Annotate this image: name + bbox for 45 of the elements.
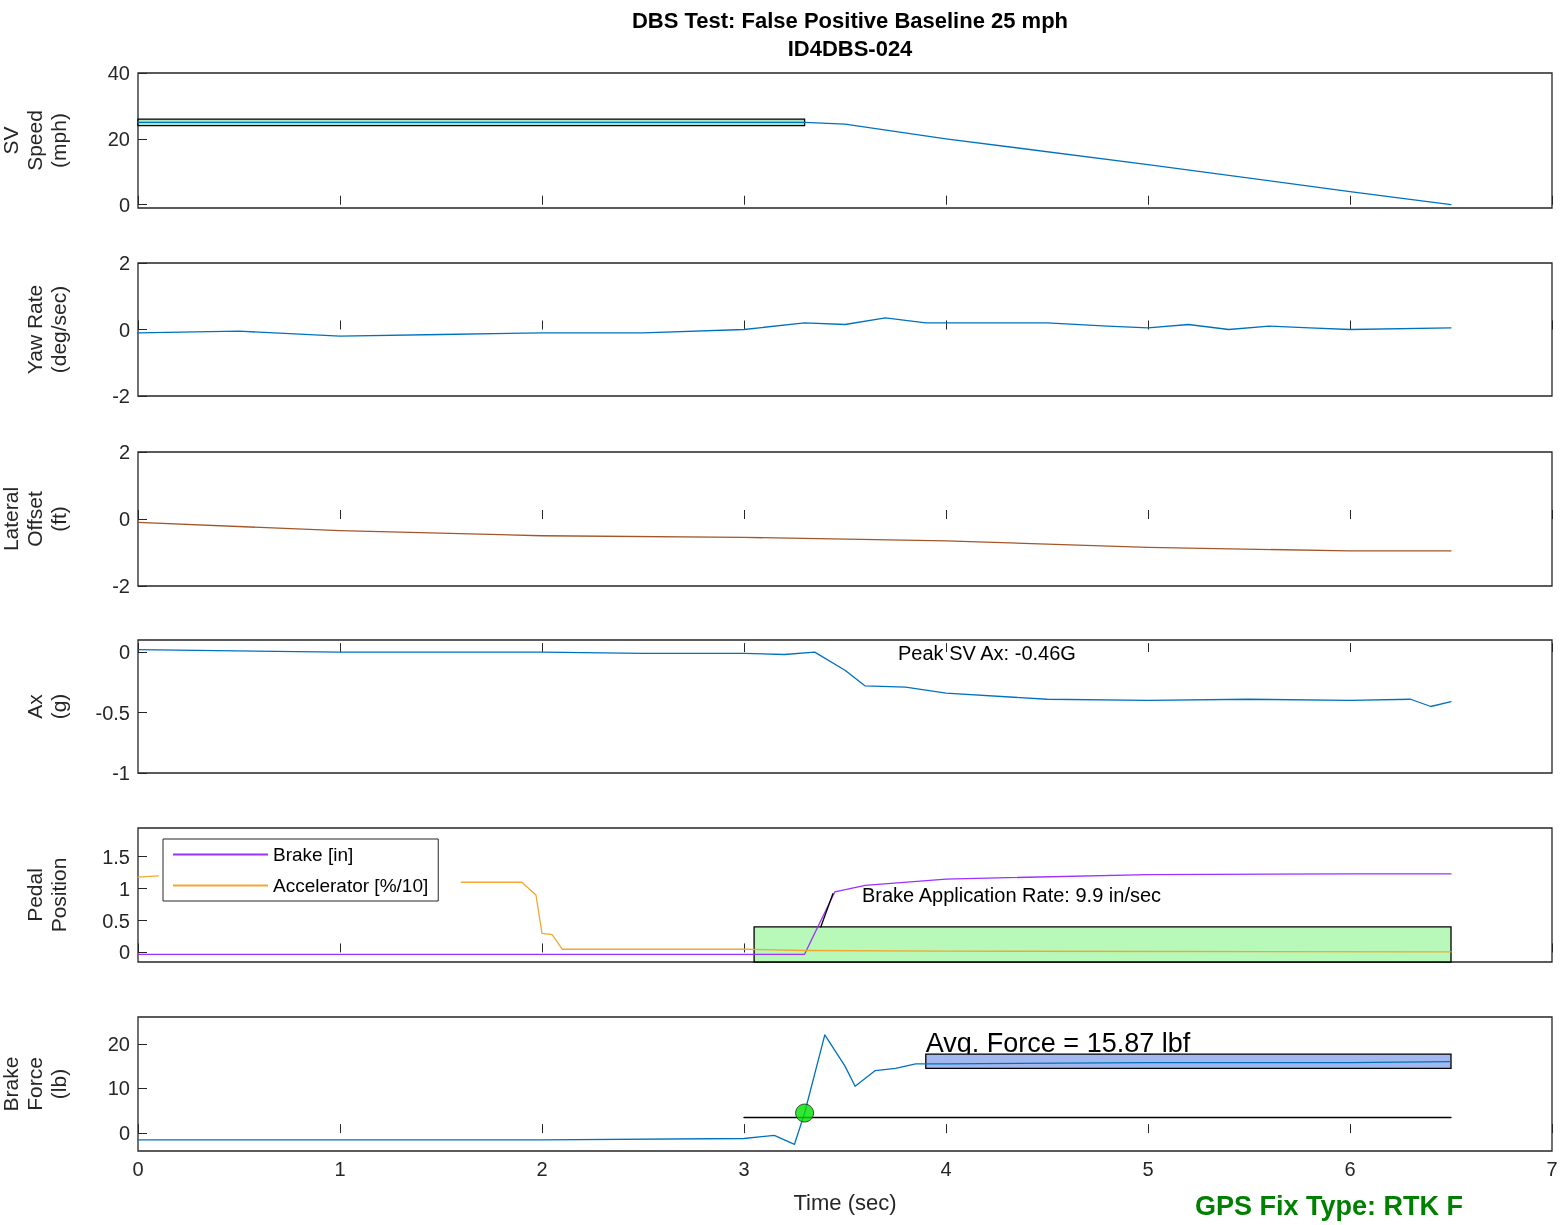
y-tick-label: 0 [118, 941, 130, 964]
y-tick-label: 40 [107, 62, 130, 84]
y-tick-label: 0.5 [102, 909, 130, 932]
legend-label: Brake [in] [273, 844, 354, 865]
x-tick-label: 3 [738, 1158, 750, 1180]
y-tick-label: 1.5 [102, 845, 130, 868]
x-tick-label: 1 [334, 1158, 346, 1180]
y-tick-label: 0 [118, 193, 130, 216]
y-tick-label: 2 [118, 252, 130, 274]
legend-label: Accelerator [%/10] [273, 875, 429, 896]
x-tick-label: 2 [536, 1158, 548, 1180]
y-axis-title: Pedal Position [22, 857, 70, 933]
y-axis-title: Brake Force (lb) [0, 1056, 70, 1112]
y-tick-label: 0 [118, 508, 130, 530]
y-tick-label: 0 [118, 318, 130, 341]
y-tick-label: -2 [112, 575, 130, 597]
chart-title: DBS Test: False Positive Baseline 25 mph [631, 7, 1069, 33]
x-tick-label: 5 [1142, 1158, 1154, 1180]
x-tick-label: 4 [940, 1158, 952, 1180]
y-tick-label: 0 [118, 1122, 130, 1145]
y-tick-label: 10 [107, 1077, 130, 1100]
y-tick-label: 20 [107, 127, 130, 150]
chart-subtitle: ID4DBS-024 [787, 35, 914, 61]
text: GPS Fix Type: RTK F [1195, 1190, 1464, 1221]
y-tick-label: 1 [118, 877, 130, 900]
y-axis-title: Yaw Rate (deg/sec) [22, 284, 70, 375]
y-tick-label: 0 [118, 641, 130, 664]
y-tick-label: 2 [118, 441, 130, 463]
line-series [137, 1034, 1452, 1145]
y-tick-label: 20 [107, 1032, 130, 1055]
line-series [137, 121, 1452, 206]
x-tick-label: 6 [1344, 1158, 1356, 1180]
y-axis-title: Lateral Offset (ft) [0, 486, 70, 552]
x-axis-title: Time (sec) [793, 1189, 897, 1215]
annotation: Peak SV Ax: -0.46G [898, 642, 1076, 664]
x-tick-label: 0 [132, 1158, 144, 1180]
y-tick-label: -0.5 [95, 701, 130, 724]
annotation: Brake Application Rate: 9.9 in/sec [862, 884, 1162, 906]
x-tick-label: 7 [1546, 1158, 1558, 1180]
line-series [137, 317, 1452, 337]
line-series [137, 521, 1452, 552]
y-tick-label: -1 [112, 762, 130, 784]
y-axis-title: SV Speed (mph) [0, 110, 70, 171]
y-tick-label: -2 [112, 385, 130, 407]
y-axis-title: Ax (g) [22, 693, 70, 720]
